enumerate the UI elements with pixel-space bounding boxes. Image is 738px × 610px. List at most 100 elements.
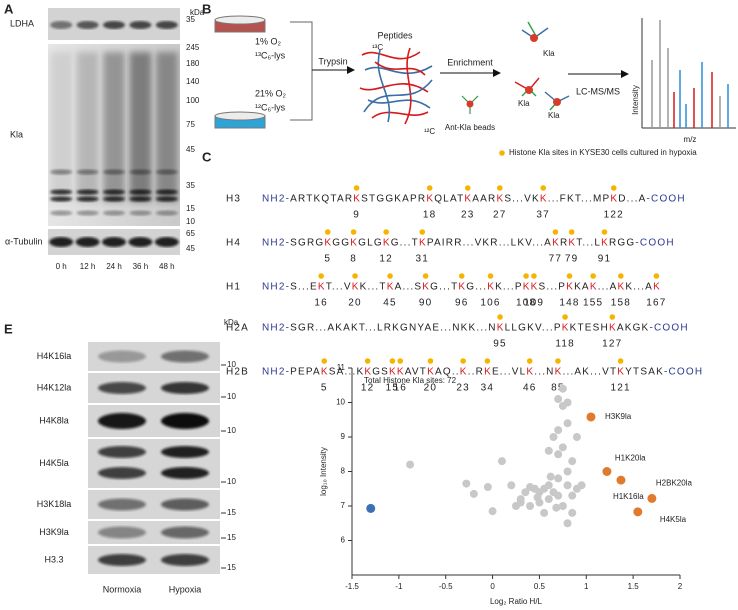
step-label: Trypsin: [318, 56, 347, 66]
sequence-segment: K...A: [625, 282, 653, 293]
sequence-segment: G...T: [391, 238, 419, 249]
point: [563, 419, 572, 428]
point: [549, 433, 558, 441]
site-number: 31: [416, 254, 430, 265]
x-tick-label: -1.5: [345, 582, 359, 591]
lysine-site: K: [555, 367, 563, 378]
band: [161, 350, 209, 363]
sequence-segment: STGGKAPR: [361, 194, 426, 205]
site-dot: [610, 185, 617, 191]
y-tick-label: 7: [341, 501, 346, 510]
point: [544, 495, 553, 504]
point: [602, 467, 612, 476]
site-number: 37: [536, 210, 550, 221]
band: [76, 189, 99, 195]
sequence-segment: KTESH: [570, 323, 609, 334]
x-tick-label: 2: [678, 582, 683, 591]
band: [50, 169, 73, 175]
sequence-segment: AVT: [405, 367, 427, 378]
sequence-segment: YTSAK: [625, 367, 664, 378]
enriched-beads: [514, 21, 570, 111]
band: [98, 498, 146, 511]
site-number: 20: [424, 383, 438, 394]
sequence-segment: SA...K: [329, 367, 365, 378]
sequence-segment: E...VL: [492, 367, 526, 378]
sequence-segment: S...P: [539, 282, 567, 293]
site-number: 12: [361, 383, 375, 394]
band: [76, 169, 99, 175]
point-label: H1K20la: [615, 454, 646, 463]
site-label: Kla: [548, 111, 560, 120]
site-number: 20: [348, 298, 362, 309]
marker-label: 100: [186, 96, 200, 105]
blot-name: H4K5la: [39, 458, 69, 468]
point: [558, 443, 567, 452]
unit: kDa: [190, 8, 205, 17]
band: [129, 196, 152, 202]
condition-o2: 21% O₂: [255, 88, 287, 98]
light-label: ¹²C: [424, 127, 435, 136]
point: [568, 508, 577, 517]
sequence-segment: R: [560, 238, 568, 249]
band: [161, 467, 209, 479]
band: [103, 21, 125, 29]
site-dot: [426, 185, 433, 191]
marker-label: 15: [227, 563, 236, 572]
site-dot: [321, 358, 328, 364]
sequence-segment: ...AK...VT: [562, 367, 617, 378]
sequence-segment: A...S: [395, 282, 423, 293]
site-number: 23: [461, 210, 475, 221]
site-number: 155: [583, 298, 603, 309]
point: [554, 426, 563, 435]
lysine-site: K: [484, 367, 492, 378]
point: [521, 488, 530, 497]
lysine-site: K: [497, 323, 505, 334]
site-dot: [617, 358, 624, 364]
lysine-site: K: [397, 367, 405, 378]
point: [526, 502, 535, 510]
band: [50, 196, 73, 202]
band: [128, 237, 153, 247]
lysine-site: K: [419, 238, 427, 249]
band: [98, 526, 146, 539]
site-dot: [568, 229, 575, 235]
band: [50, 21, 73, 29]
lysine-site: K: [321, 367, 329, 378]
site-number: 27: [493, 210, 507, 221]
point: [554, 491, 563, 500]
site-number: 77: [549, 254, 563, 265]
sequence-segment: SGRG: [290, 238, 324, 249]
heavy-label: ¹³C: [372, 43, 383, 52]
sequence-segment: T...V: [326, 282, 352, 293]
sequence-segment: AQ..: [435, 367, 460, 378]
site-dot: [387, 273, 393, 279]
lysine-site: K: [318, 282, 326, 293]
point: [526, 483, 535, 492]
lysine-site: K: [427, 367, 435, 378]
blot-name: H3K9la: [39, 527, 69, 537]
condition-o2: 1% O₂: [255, 36, 282, 46]
panel-label: E: [4, 321, 13, 336]
site-number: 23: [456, 383, 470, 394]
site-number: 16: [393, 383, 407, 394]
point: [554, 474, 563, 483]
y-tick-label: 8: [341, 467, 346, 476]
blot-name: H3.3: [44, 554, 63, 564]
sequence-segment: ...FKT...MP: [548, 194, 611, 205]
band: [161, 526, 209, 539]
sequence-segment: K...T: [360, 282, 387, 293]
site-number: 18: [423, 210, 437, 221]
marker-label: 140: [186, 77, 200, 86]
sequence-segment: ...N: [534, 367, 554, 378]
site-dot: [318, 273, 324, 279]
band: [98, 467, 146, 479]
site-dot: [609, 314, 616, 320]
site-number: 45: [383, 298, 397, 309]
lysine-site: K: [531, 282, 539, 293]
sequence-segment: S...VK: [504, 194, 540, 205]
panel-label: C: [202, 149, 212, 164]
site-dot: [353, 185, 360, 191]
sequence-segment: ...A: [598, 282, 618, 293]
smear: [155, 52, 178, 202]
site-label: Kla: [543, 49, 555, 58]
